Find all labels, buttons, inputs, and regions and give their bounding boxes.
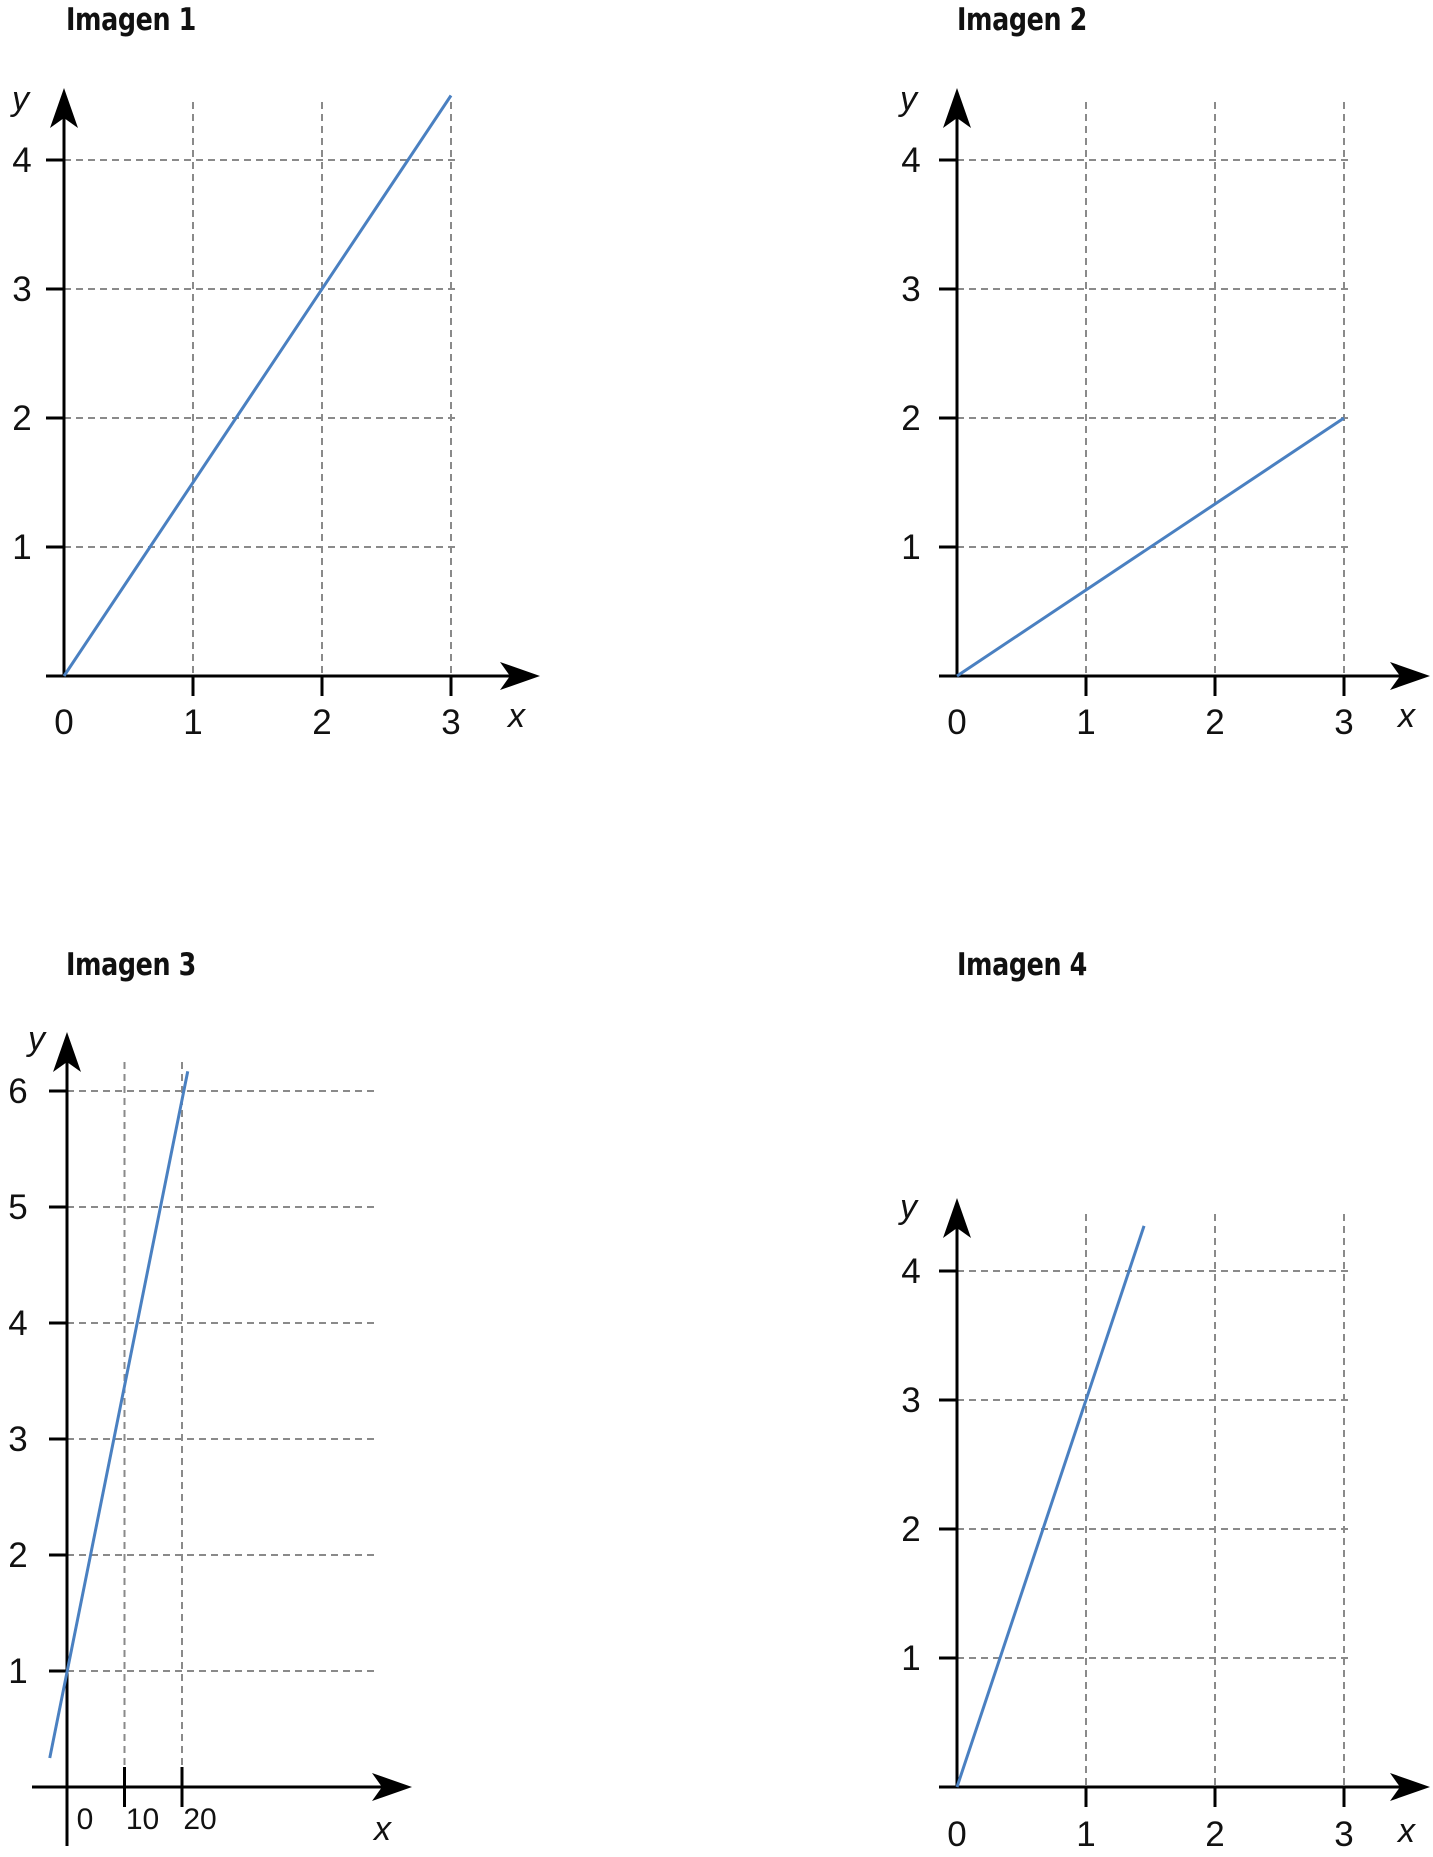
y-tick-label: 6 — [8, 1072, 27, 1111]
y-tick-label: 1 — [901, 528, 920, 567]
y-tick-label: 3 — [901, 1381, 920, 1420]
x-tick-label: 20 — [183, 1803, 216, 1836]
y-tick-label: 2 — [901, 399, 920, 438]
chart-2-title: Imagen 2 — [957, 2, 1087, 38]
x-tick-label: 3 — [1334, 703, 1353, 742]
x-tick-label: 3 — [1334, 1815, 1353, 1854]
y-tick-label: 1 — [8, 1652, 27, 1691]
x-tick-label: 0 — [77, 1803, 94, 1836]
chart-4-title: Imagen 4 — [957, 947, 1087, 983]
chart-3-title: Imagen 3 — [66, 947, 196, 983]
x-axis-label: x — [506, 697, 526, 735]
series-line — [956, 416, 1345, 678]
x-tick-label: 2 — [1205, 1815, 1224, 1854]
x-tick-label: 3 — [441, 703, 460, 742]
y-tick-label: 3 — [901, 270, 920, 309]
y-axis-arrow — [53, 1032, 81, 1072]
series-line — [48, 1070, 190, 1759]
y-tick-label: 5 — [8, 1188, 27, 1227]
series-line — [62, 94, 453, 677]
x-axis-label: x — [1396, 1812, 1416, 1850]
x-axis-arrow — [1390, 1773, 1430, 1801]
x-axis-arrow — [500, 662, 540, 690]
y-axis-label: y — [10, 80, 31, 118]
y-tick-label: 2 — [8, 1536, 27, 1575]
x-tick-label: 1 — [1076, 703, 1095, 742]
x-tick-label: 2 — [1205, 703, 1224, 742]
x-tick-label: 0 — [947, 703, 966, 742]
y-axis-arrow — [50, 88, 78, 128]
y-axis-arrow — [943, 88, 971, 128]
x-axis-label: x — [1396, 697, 1416, 735]
x-tick-label: 10 — [126, 1803, 159, 1836]
x-tick-label: 1 — [183, 703, 202, 742]
x-tick-label: 0 — [54, 703, 73, 742]
chart-1-title: Imagen 1 — [66, 2, 196, 38]
y-axis-arrow — [943, 1198, 971, 1238]
y-tick-label: 2 — [901, 1510, 920, 1549]
y-tick-label: 4 — [8, 1304, 27, 1343]
x-axis-label: x — [372, 1810, 392, 1848]
x-axis-arrow — [372, 1773, 412, 1801]
y-tick-label: 4 — [901, 141, 920, 180]
x-tick-label: 1 — [1076, 1815, 1095, 1854]
y-tick-label: 4 — [901, 1252, 920, 1291]
y-tick-label: 3 — [8, 1420, 27, 1459]
y-tick-label: 4 — [12, 141, 31, 180]
x-tick-label: 2 — [312, 703, 331, 742]
y-tick-label: 3 — [12, 270, 31, 309]
series-line — [955, 1225, 1146, 1788]
y-axis-label: y — [26, 1020, 47, 1058]
x-axis-arrow — [1390, 662, 1430, 690]
y-tick-label: 2 — [12, 399, 31, 438]
y-tick-label: 1 — [12, 528, 31, 567]
y-axis-label: y — [898, 80, 919, 118]
y-axis-label: y — [898, 1188, 919, 1226]
x-tick-label: 0 — [947, 1815, 966, 1854]
y-tick-label: 1 — [901, 1639, 920, 1678]
